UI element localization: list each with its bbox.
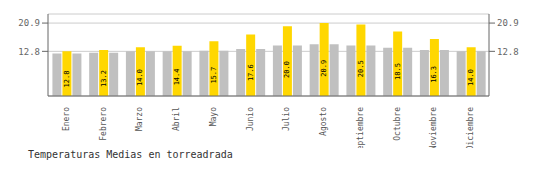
svg-text:15.7: 15.7 [210,67,218,84]
svg-text:14.4: 14.4 [173,68,181,85]
svg-text:20.5: 20.5 [357,60,365,77]
svg-text:Enero: Enero [62,107,71,131]
svg-text:17.6: 17.6 [247,64,255,81]
svg-text:20.9: 20.9 [320,60,328,77]
svg-text:Noviembre: Noviembre [429,107,438,148]
svg-text:Agosto: Agosto [319,107,328,136]
svg-text:20.9: 20.9 [18,18,40,28]
svg-text:Diciembre: Diciembre [466,107,475,148]
svg-text:14.0: 14.0 [467,69,475,86]
svg-text:14.0: 14.0 [136,69,144,86]
svg-text:12.8: 12.8 [63,71,71,88]
svg-text:13.2: 13.2 [100,70,108,87]
svg-text:12.8: 12.8 [18,47,40,57]
svg-text:20.0: 20.0 [283,61,291,78]
svg-text:Mayo: Mayo [209,107,218,126]
svg-text:16.3: 16.3 [430,66,438,83]
html-text:Temperaturas Medias en torread: Temperaturas Medias en torreadrada [28,149,233,160]
svg-text:12.8: 12.8 [497,47,519,57]
svg-text:Septiembre: Septiembre [356,107,365,148]
svg-text:20.9: 20.9 [497,18,519,28]
svg-text:Abril: Abril [172,107,181,131]
svg-text:18.5: 18.5 [394,63,402,80]
svg-text:Febrero: Febrero [99,107,108,141]
svg-text:Marzo: Marzo [135,107,144,131]
svg-text:Julio: Julio [282,107,291,131]
svg-text:Octubre: Octubre [393,107,402,141]
svg-text:Junio: Junio [246,107,255,131]
